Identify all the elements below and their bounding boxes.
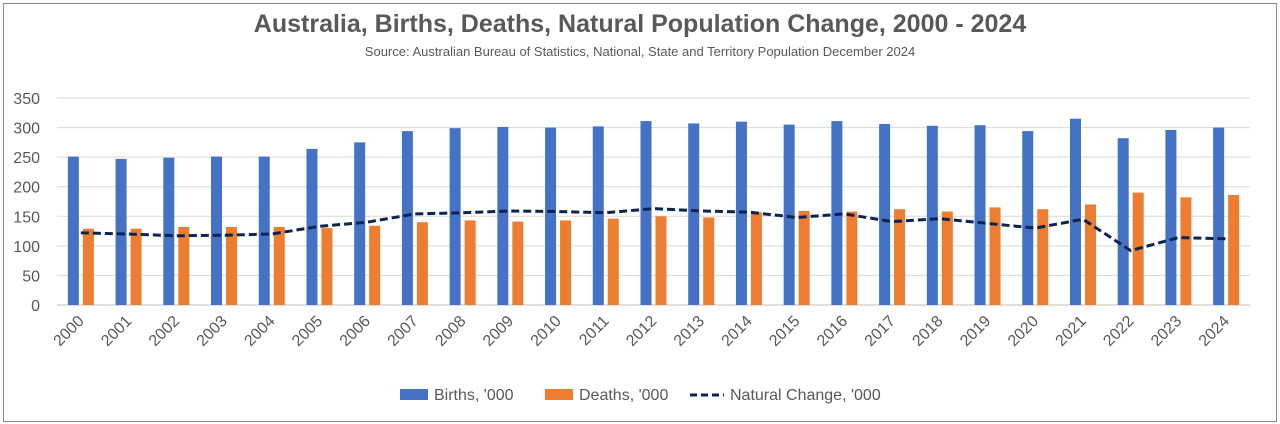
x-tick-label: 2007	[385, 313, 422, 350]
bar-deaths-2015	[798, 210, 810, 305]
chart-subtitle: Source: Australian Bureau of Statistics,…	[364, 44, 916, 59]
legend-label-births: Births, '000	[434, 387, 514, 404]
x-tick-label: 2014	[719, 313, 756, 350]
x-tick-label: 2011	[576, 313, 612, 349]
x-tick-label: 2021	[1053, 313, 1090, 350]
bar-deaths-2011	[607, 218, 619, 305]
bar-deaths-2021	[1084, 204, 1096, 305]
bar-births-2017	[879, 124, 891, 305]
x-tick-label: 2015	[766, 313, 803, 350]
bar-births-2023	[1165, 129, 1177, 305]
bar-births-2013	[688, 123, 700, 305]
x-tick-label: 2009	[480, 313, 517, 350]
legend-swatch-deaths	[545, 389, 573, 400]
x-tick-label: 2002	[146, 313, 183, 350]
y-tick-label: 300	[13, 121, 40, 138]
bar-births-2022	[1117, 138, 1129, 305]
x-tick-label: 2003	[194, 313, 231, 350]
bar-deaths-2014	[750, 212, 762, 305]
x-tick-label: 2024	[1196, 313, 1233, 350]
x-tick-label: 2013	[671, 313, 708, 350]
bar-births-2020	[1022, 131, 1034, 305]
chart-title: Australia, Births, Deaths, Natural Popul…	[253, 10, 1027, 38]
bar-deaths-2003	[226, 226, 238, 305]
bar-births-2012	[640, 121, 652, 306]
y-tick-label: 150	[13, 209, 40, 226]
bar-births-2001	[115, 158, 127, 305]
x-tick-label: 2016	[814, 313, 851, 350]
bar-deaths-2018	[941, 211, 953, 305]
x-tick-label: 2001	[98, 313, 135, 350]
bar-births-2018	[926, 125, 938, 305]
bar-deaths-2016	[846, 211, 858, 305]
bar-deaths-2017	[894, 209, 906, 305]
bar-births-2000	[67, 156, 79, 305]
bar-deaths-2006	[369, 225, 381, 305]
x-tick-label: 2022	[1100, 313, 1137, 350]
bar-deaths-2009	[512, 221, 524, 305]
legend-swatch-births	[400, 389, 428, 400]
bar-births-2009	[497, 126, 509, 305]
bar-deaths-2005	[321, 228, 333, 305]
bar-deaths-2002	[178, 226, 190, 305]
x-tick-label: 2008	[432, 313, 469, 350]
line-natural-change	[80, 207, 1227, 253]
bar-births-2021	[1069, 118, 1081, 305]
bar-deaths-2023	[1180, 197, 1192, 305]
bar-deaths-2010	[560, 220, 572, 305]
bar-deaths-2000	[82, 228, 94, 305]
x-tick-label: 2010	[528, 313, 565, 350]
y-tick-label: 200	[13, 180, 40, 197]
y-tick-label: 350	[13, 91, 40, 108]
x-tick-label: 2000	[50, 313, 87, 350]
legend-label-natural-change: Natural Change, '000	[730, 387, 881, 404]
y-tick-label: 0	[31, 298, 40, 315]
bar-deaths-2008	[464, 220, 476, 305]
bar-deaths-2020	[1037, 209, 1049, 305]
bar-births-2008	[449, 128, 461, 305]
bar-deaths-2007	[416, 222, 428, 305]
x-tick-label: 2023	[1148, 313, 1185, 350]
bar-births-2004	[258, 156, 270, 305]
bar-births-2015	[783, 124, 795, 305]
bar-births-2011	[592, 126, 604, 305]
y-tick-label: 100	[13, 239, 40, 256]
y-tick-label: 250	[13, 150, 40, 167]
bar-deaths-2019	[989, 207, 1001, 305]
x-tick-label: 2012	[623, 313, 660, 350]
bar-deaths-2024	[1228, 194, 1240, 305]
bar-births-2003	[211, 156, 223, 305]
y-tick-label: 50	[22, 268, 40, 285]
x-tick-label: 2020	[1005, 313, 1042, 350]
bar-births-2007	[401, 131, 413, 305]
x-tick-label: 2017	[862, 313, 899, 350]
bar-deaths-2001	[130, 228, 142, 305]
x-tick-label: 2019	[957, 313, 994, 350]
bar-births-2010	[545, 127, 557, 305]
bar-births-2024	[1213, 127, 1225, 305]
bar-deaths-2013	[703, 217, 715, 305]
bar-births-2002	[163, 157, 175, 305]
legend-label-deaths: Deaths, '000	[579, 387, 668, 404]
bar-births-2019	[974, 125, 986, 305]
bar-deaths-2012	[655, 216, 667, 305]
x-tick-label: 2006	[337, 313, 374, 350]
x-tick-label: 2018	[909, 313, 946, 350]
bar-deaths-2004	[273, 226, 285, 305]
x-tick-label: 2005	[289, 313, 326, 350]
x-tick-label: 2004	[241, 313, 278, 350]
